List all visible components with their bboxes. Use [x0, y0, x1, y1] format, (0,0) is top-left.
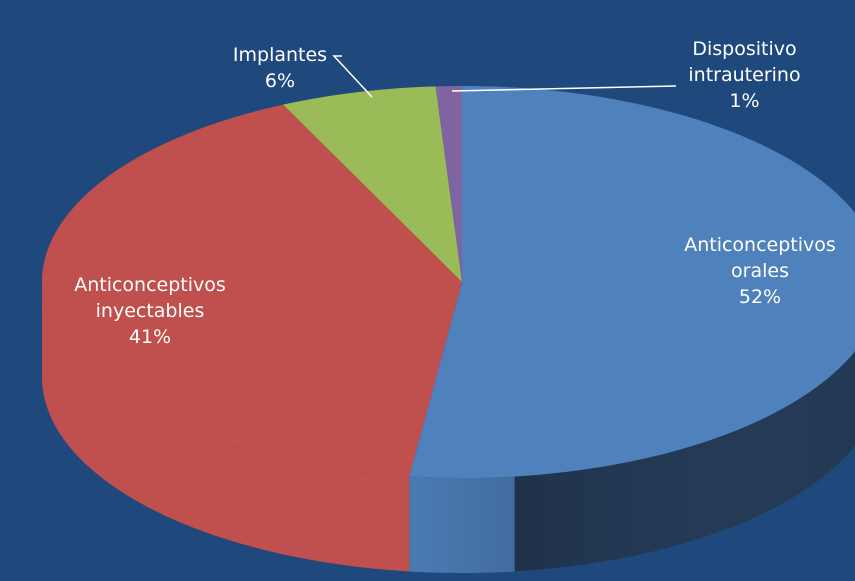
slice-label: Implantes 6% — [232, 44, 328, 92]
slice — [409, 86, 855, 478]
slice-side-shade — [514, 351, 855, 572]
slice — [283, 86, 462, 282]
slice — [42, 104, 463, 477]
slice — [435, 86, 462, 282]
slice-label: Anticonceptivos inyectables 41% — [74, 274, 226, 348]
leader-line — [451, 85, 677, 92]
slice-side — [42, 282, 410, 572]
leader-line — [332, 55, 373, 98]
slice-label: Anticonceptivos orales 52% — [684, 234, 836, 308]
slice-label: Dispositivo intrauterino 1% — [688, 38, 801, 112]
